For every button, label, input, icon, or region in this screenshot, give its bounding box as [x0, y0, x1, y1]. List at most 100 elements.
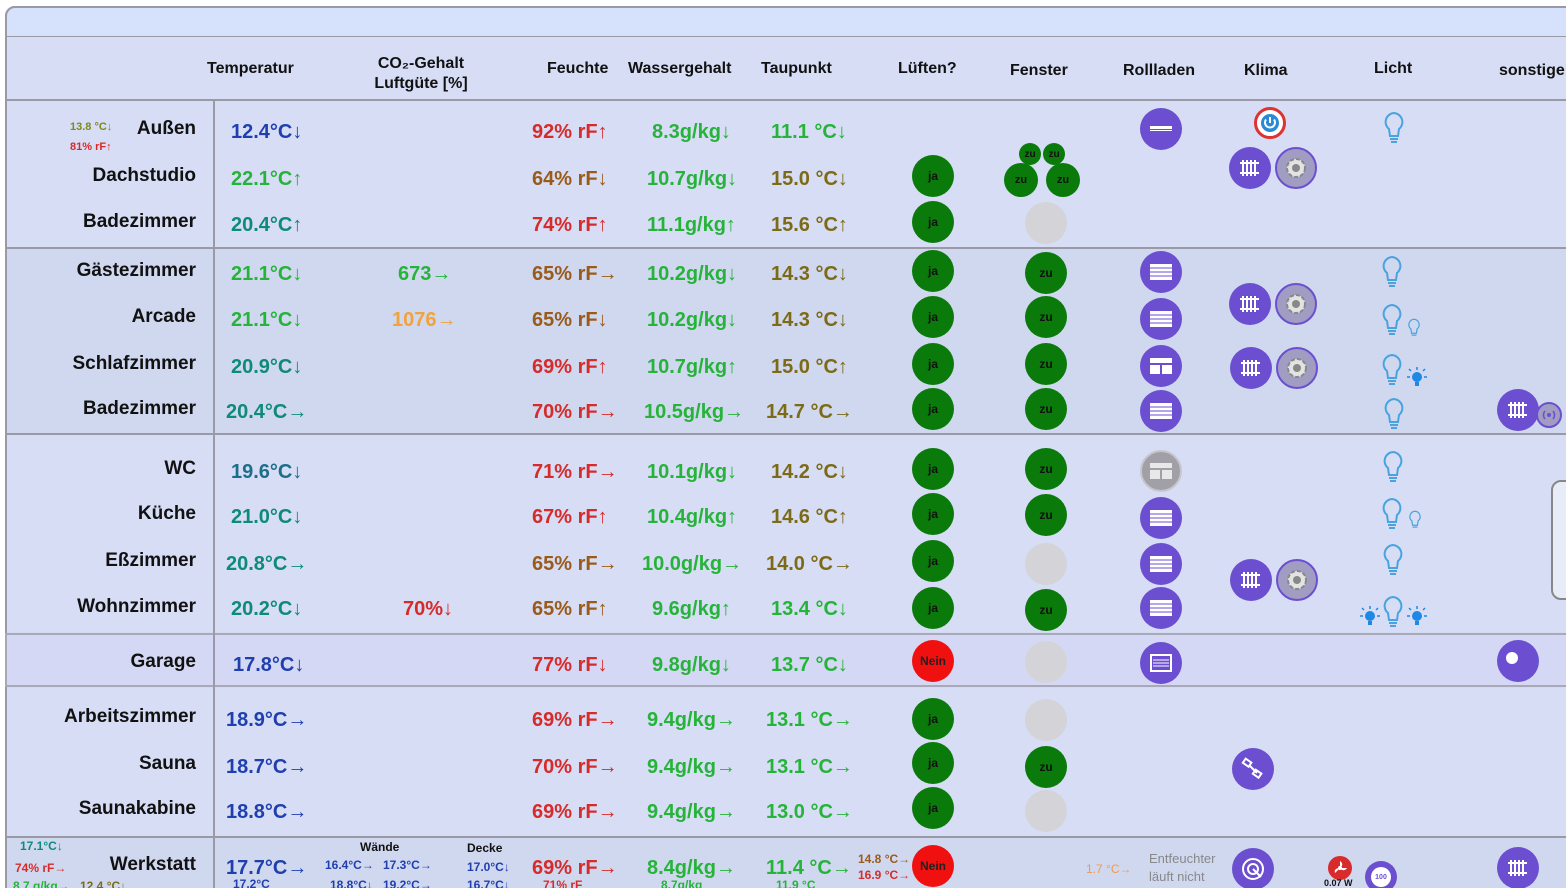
shutter-button[interactable]	[1140, 587, 1182, 629]
fenster-unknown[interactable]	[1025, 790, 1067, 832]
dehumidifier-button[interactable]	[1232, 848, 1274, 888]
shutter-button[interactable]	[1140, 345, 1182, 387]
heater-button[interactable]	[1497, 847, 1539, 888]
lueften-indicator[interactable]: Nein	[912, 845, 954, 887]
radiator-icon	[1241, 360, 1260, 376]
heater-button[interactable]	[1230, 559, 1272, 601]
gauge-button[interactable]: 100	[1365, 861, 1397, 888]
climate-settings-button[interactable]	[1275, 283, 1317, 325]
header-temperatur: Temperatur	[207, 60, 294, 77]
fenster-indicator[interactable]: zu	[1025, 252, 1067, 294]
lightbulb-off-icon[interactable]	[1380, 353, 1404, 389]
climate-power-button[interactable]	[1254, 107, 1286, 139]
lightbulb-on-icon[interactable]	[1358, 605, 1382, 629]
lightbulb-off-icon[interactable]	[1382, 397, 1406, 433]
lueften-indicator[interactable]: ja	[912, 201, 954, 243]
aussen-min-temp: 13.8 °C↓	[70, 121, 113, 133]
heater-button[interactable]	[1229, 147, 1271, 189]
heater-button[interactable]	[1497, 389, 1539, 431]
fenster-indicator[interactable]: zu	[1046, 163, 1080, 197]
header-licht: Licht	[1374, 60, 1413, 77]
radiator-icon	[1508, 860, 1527, 876]
fenster-unknown[interactable]	[1025, 543, 1067, 585]
top-bar	[5, 6, 1566, 38]
shutter-button[interactable]	[1140, 298, 1182, 340]
fenster-indicator[interactable]: zu	[1019, 143, 1041, 165]
lightbulb-off-icon[interactable]	[1381, 450, 1405, 486]
shutter-button[interactable]	[1140, 390, 1182, 432]
fenster-unknown[interactable]	[1025, 202, 1067, 244]
shutter-button-inactive[interactable]	[1140, 450, 1182, 492]
shutter-half-icon	[1150, 358, 1172, 374]
lueften-indicator[interactable]: ja	[912, 540, 954, 582]
lueften-indicator[interactable]: Nein	[912, 640, 954, 682]
wasser-value: 9.8g/kg↓	[652, 654, 731, 676]
lueften-indicator[interactable]: ja	[912, 448, 954, 490]
lightbulb-off-icon[interactable]	[1380, 255, 1404, 291]
fenster-indicator[interactable]: zu	[1025, 448, 1067, 490]
lueften-indicator[interactable]: ja	[912, 296, 954, 338]
fenster-indicator[interactable]: zu	[1025, 494, 1067, 536]
lightbulb-off-icon[interactable]	[1406, 318, 1422, 340]
wasser-value: 10.7g/kg↑	[647, 356, 738, 378]
temp-value: 18.7°C→	[226, 756, 308, 778]
lightbulb-off-icon[interactable]	[1381, 543, 1405, 579]
signal-button[interactable]	[1536, 402, 1562, 428]
room-name: Küche	[137, 503, 196, 524]
lightbulb-off-icon[interactable]	[1380, 303, 1404, 339]
sauna-button[interactable]	[1232, 748, 1274, 790]
lueften-indicator[interactable]: ja	[912, 343, 954, 385]
shutter-closed-icon	[1150, 264, 1172, 280]
lueften-indicator[interactable]: ja	[912, 250, 954, 292]
garage-extra-button[interactable]	[1497, 640, 1539, 682]
side-panel-handle[interactable]	[1551, 480, 1566, 600]
aussen-min-hum: 81% rF↑	[70, 141, 112, 153]
shutter-button[interactable]	[1140, 251, 1182, 293]
lightbulb-off-icon[interactable]	[1382, 111, 1406, 147]
lightbulb-off-icon[interactable]	[1381, 595, 1405, 631]
lightbulb-on-icon[interactable]	[1405, 605, 1429, 629]
lightbulb-off-icon[interactable]	[1380, 497, 1404, 533]
taupunkt-value: 14.2 °C↓	[771, 461, 848, 483]
lueften-indicator[interactable]: ja	[912, 787, 954, 829]
header-wassergehalt: Wassergehalt	[628, 60, 732, 77]
fenster-indicator[interactable]: zu	[1025, 746, 1067, 788]
lueften-indicator[interactable]: ja	[912, 587, 954, 629]
fenster-indicator[interactable]: zu	[1025, 589, 1067, 631]
divider	[5, 247, 1566, 249]
shutter-button[interactable]	[1140, 108, 1182, 150]
lueften-indicator[interactable]: ja	[912, 155, 954, 197]
fenster-unknown[interactable]	[1025, 641, 1067, 683]
climate-settings-button[interactable]	[1276, 347, 1318, 389]
shutter-closed-icon	[1150, 556, 1172, 572]
werkstatt-wasser-secondary: 8.7 g/kg→	[13, 879, 70, 888]
fenster-indicator[interactable]: zu	[1025, 343, 1067, 385]
wasser-value: 9.4g/kg→	[647, 801, 736, 823]
fan-button[interactable]	[1328, 856, 1352, 880]
co2-value: 673→	[398, 263, 452, 285]
heater-button[interactable]	[1229, 283, 1271, 325]
gear-icon	[1286, 294, 1306, 314]
fenster-indicator[interactable]: zu	[1004, 163, 1038, 197]
shutter-button[interactable]	[1140, 543, 1182, 585]
shutter-button[interactable]	[1140, 497, 1182, 539]
fenster-indicator[interactable]: zu	[1025, 388, 1067, 430]
lueften-indicator[interactable]: ja	[912, 698, 954, 740]
fenster-indicator[interactable]: zu	[1043, 143, 1065, 165]
climate-settings-button[interactable]	[1275, 147, 1317, 189]
heater-button[interactable]	[1230, 347, 1272, 389]
garage-door-button[interactable]	[1140, 642, 1182, 684]
fenster-unknown[interactable]	[1025, 699, 1067, 741]
room-name: Eßzimmer	[105, 550, 196, 571]
wasser-value: 9.6g/kg↑	[652, 598, 731, 620]
lightbulb-off-icon[interactable]	[1407, 510, 1423, 532]
lueften-indicator[interactable]: ja	[912, 742, 954, 784]
shutter-closed-icon	[1150, 600, 1172, 616]
fenster-indicator[interactable]: zu	[1025, 296, 1067, 338]
lueften-indicator[interactable]: ja	[912, 493, 954, 535]
lightbulb-on-icon[interactable]	[1405, 366, 1429, 390]
wasser-value: 10.2g/kg↓	[647, 263, 738, 285]
climate-settings-button[interactable]	[1276, 559, 1318, 601]
temp-value: 12.4°C↓	[231, 121, 303, 143]
lueften-indicator[interactable]: ja	[912, 388, 954, 430]
